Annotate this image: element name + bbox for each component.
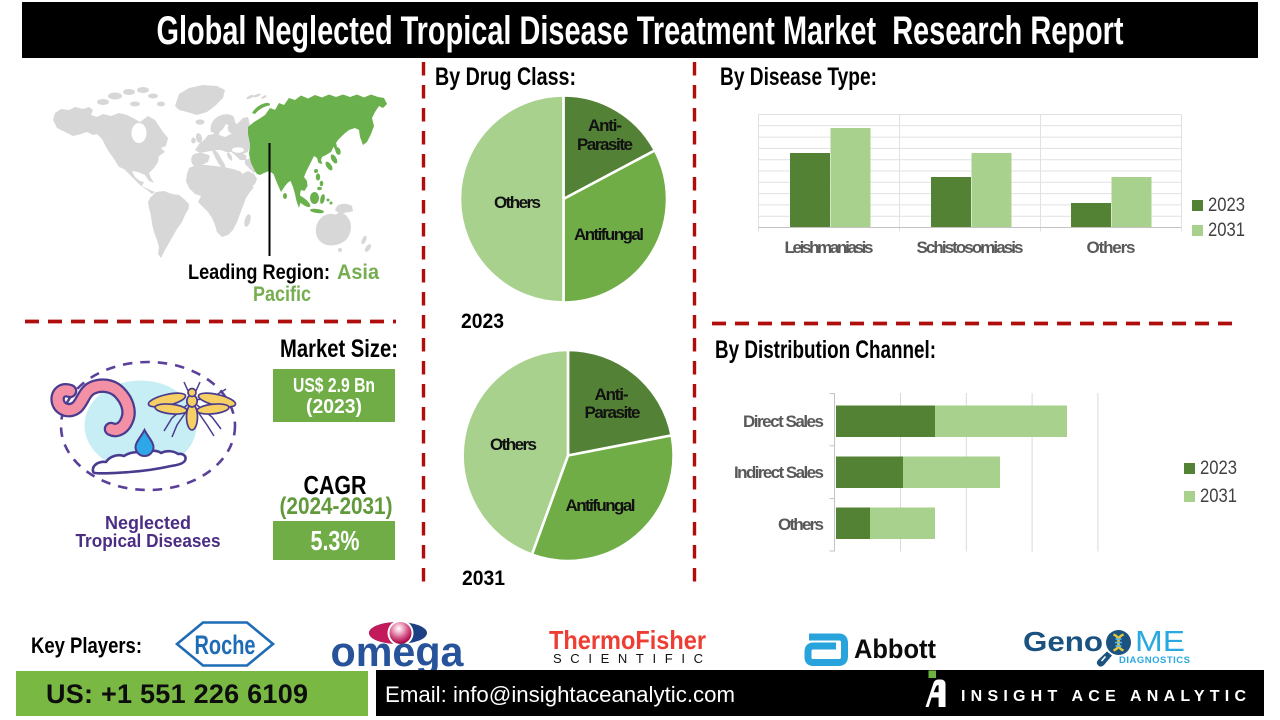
- svg-text:Roche: Roche: [195, 630, 256, 660]
- svg-text:2031: 2031: [462, 567, 505, 590]
- svg-text:By Disease Type:: By Disease Type:: [720, 63, 877, 91]
- svg-text:ThermoFisher: ThermoFisher: [549, 625, 706, 655]
- svg-text:By Distribution Channel:: By Distribution Channel:: [715, 336, 936, 364]
- svg-text:2023: 2023: [1208, 195, 1245, 216]
- svg-text:US: +1 551 226 6109: US: +1 551 226 6109: [46, 679, 308, 709]
- svg-text:DIAGNOSTICS: DIAGNOSTICS: [1119, 655, 1190, 666]
- svg-text:Key Players:: Key Players:: [31, 633, 142, 658]
- svg-text:Leading Region:: Leading Region:: [188, 261, 330, 284]
- svg-text:Neglected: Neglected: [105, 513, 191, 533]
- svg-text:ME: ME: [1135, 626, 1185, 658]
- svg-text:(2024-2031): (2024-2031): [280, 493, 393, 520]
- svg-text:Geno: Geno: [1023, 626, 1103, 657]
- svg-text:By Drug Class:: By Drug Class:: [435, 63, 576, 91]
- svg-text:Leishmaniasis: Leishmaniasis: [785, 238, 874, 257]
- svg-text:Anti-: Anti-: [588, 116, 622, 135]
- svg-text:Antifungal: Antifungal: [566, 496, 636, 515]
- svg-text:Parasite: Parasite: [585, 403, 641, 422]
- svg-text:Direct Sales: Direct Sales: [743, 412, 824, 431]
- svg-text:2031: 2031: [1208, 220, 1245, 241]
- svg-text:Anti-: Anti-: [595, 385, 629, 404]
- svg-text:Abbott: Abbott: [854, 634, 936, 664]
- svg-text:Asia: Asia: [337, 261, 379, 284]
- svg-text:Others: Others: [778, 515, 824, 534]
- svg-text:US$ 2.9 Bn: US$ 2.9 Bn: [293, 375, 375, 397]
- svg-text:Others: Others: [1087, 238, 1136, 257]
- svg-text:Email: info@insightaceanalytic: Email: info@insightaceanalytic.com: [385, 682, 735, 707]
- svg-text:(2023): (2023): [306, 396, 362, 418]
- svg-text:Antifungal: Antifungal: [574, 225, 644, 244]
- svg-text:2023: 2023: [461, 310, 504, 333]
- svg-text:Others: Others: [494, 193, 541, 212]
- svg-text:Global Neglected Tropical Dise: Global Neglected Tropical Disease Treatm…: [157, 9, 1124, 53]
- svg-text:2023: 2023: [1200, 458, 1237, 479]
- svg-text:Schistosomiasis: Schistosomiasis: [917, 238, 1024, 257]
- svg-text:Others: Others: [490, 435, 537, 454]
- svg-text:Indirect Sales: Indirect Sales: [734, 463, 824, 482]
- svg-text:5.3%: 5.3%: [311, 525, 360, 556]
- svg-text:CAGR: CAGR: [304, 470, 367, 500]
- svg-text:2031: 2031: [1200, 486, 1237, 507]
- svg-text:Pacific: Pacific: [253, 283, 311, 306]
- svg-text:Tropical Diseases: Tropical Diseases: [76, 531, 221, 551]
- svg-text:omega: omega: [331, 628, 465, 675]
- svg-text:Parasite: Parasite: [577, 135, 633, 154]
- svg-text:Market Size:: Market Size:: [280, 335, 398, 363]
